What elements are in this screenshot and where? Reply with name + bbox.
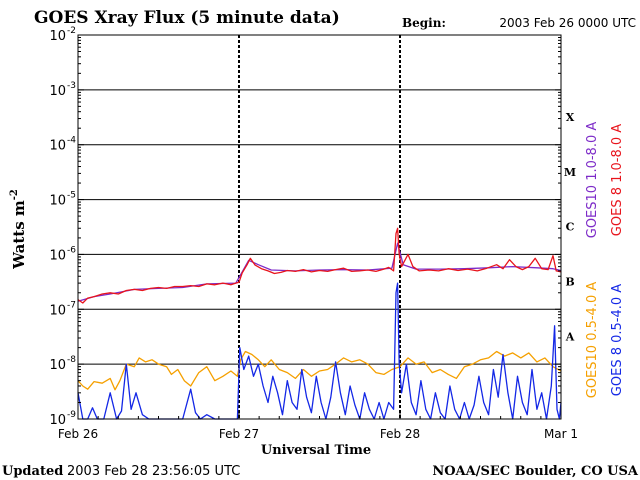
y-axis-title-text: Watts m — [10, 200, 28, 270]
y-tick-exp-6: -3 — [67, 81, 76, 91]
y-tick-label-2: 10 — [49, 303, 66, 318]
plot-series — [77, 227, 562, 420]
legend-label-3: GOES 8 0.5-4.0 A — [610, 284, 625, 396]
legend: GOES10 1.0-8.0 A GOES 8 1.0-8.0 A GOES10 0… — [585, 122, 625, 399]
updated-label: Updated — [2, 464, 63, 479]
y-tick-exp-5: -4 — [67, 136, 76, 146]
series-line-0 — [77, 242, 562, 302]
y-tick-label-7: 10 — [49, 29, 66, 44]
x-axis: Feb 26 Feb 27 Feb 28 Mar 1 — [58, 413, 578, 441]
x-axis-title: Universal Time — [261, 443, 371, 458]
x-tick-label-0: Feb 26 — [58, 427, 98, 441]
legend-label-1: GOES 8 1.0-8.0 A — [610, 124, 625, 236]
y-tick-label-1: 10 — [49, 358, 66, 373]
y-axis-title: Watts m-2 — [9, 189, 28, 270]
x-tick-label-1: Feb 27 — [219, 427, 259, 441]
y-tick-exp-2: -7 — [67, 300, 76, 310]
flare-class-C: C — [566, 221, 575, 234]
y-tick-label-3: 10 — [49, 248, 66, 263]
y-tick-label-5: 10 — [49, 139, 66, 154]
y-tick-label-4: 10 — [49, 194, 66, 209]
chart-title: GOES Xray Flux (5 minute data) — [34, 8, 340, 28]
y-tick-exp-3: -6 — [67, 245, 76, 255]
y-axis-title-sup: -2 — [9, 189, 20, 200]
y-tick-label-6: 10 — [49, 84, 66, 99]
legend-label-2: GOES10 0.5-4.0 A — [585, 282, 600, 399]
begin-value: 2003 Feb 26 0000 UTC — [499, 16, 636, 30]
y-tick-label-0: 10 — [49, 413, 66, 428]
begin-label: Begin: — [402, 16, 446, 30]
x-tick-label-3: Mar 1 — [544, 427, 578, 441]
plot-frame — [77, 34, 562, 420]
x-tick-label-2: Feb 28 — [380, 427, 420, 441]
y-tick-exp-7: -2 — [67, 26, 76, 36]
updated-value: 2003 Feb 28 23:56:05 UTC — [67, 464, 240, 479]
y-tick-exp-4: -5 — [67, 191, 76, 201]
y-tick-exp-1: -8 — [67, 355, 76, 365]
flare-class-A: A — [565, 330, 575, 343]
series-line-2 — [77, 350, 562, 391]
flare-class-X: X — [566, 111, 575, 124]
series-line-1 — [77, 227, 562, 304]
y-tick-exp-0: -9 — [67, 410, 76, 420]
flare-class-labels: A B C M X — [564, 111, 576, 343]
plot-grid — [78, 34, 561, 420]
flare-class-B: B — [565, 276, 574, 289]
y-axis: 10-910-810-710-610-510-410-310-2 — [49, 26, 561, 428]
credit: NOAA/SEC Boulder, CO USA — [432, 464, 639, 479]
legend-label-0: GOES10 1.0-8.0 A — [585, 122, 600, 239]
series-line-3 — [77, 282, 562, 420]
flare-class-M: M — [564, 166, 576, 179]
